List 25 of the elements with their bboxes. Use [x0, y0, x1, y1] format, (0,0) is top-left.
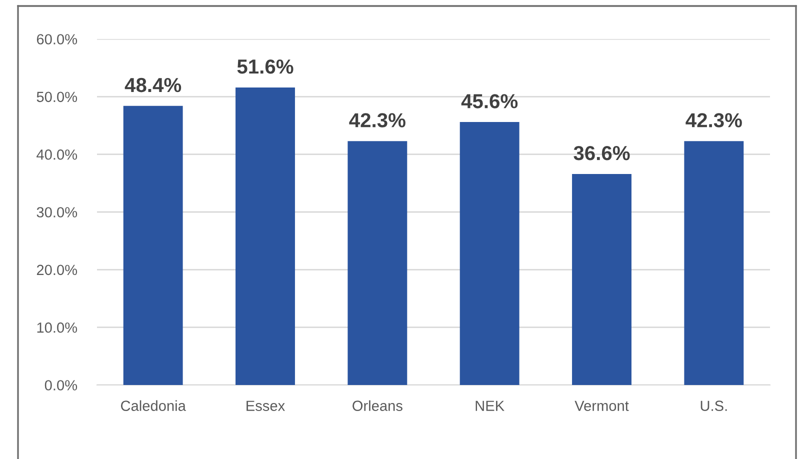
data-label: 42.3% [686, 113, 742, 128]
x-tick-label: U.S. [700, 400, 727, 411]
bar [236, 87, 295, 385]
y-tick-label: 60.0% [36, 34, 78, 44]
bar [460, 122, 520, 385]
y-tick-label: 0.0% [44, 380, 78, 390]
data-label: 48.4% [124, 78, 182, 92]
data-label: 42.3% [349, 113, 406, 128]
bar [572, 174, 632, 385]
y-tick-label: 20.0% [36, 264, 78, 276]
y-tick-label: 40.0% [36, 149, 78, 160]
y-tick-label: 10.0% [37, 322, 78, 333]
x-tick-label: Orleans [352, 400, 402, 411]
x-tick-label: NEK [476, 400, 504, 411]
bar [123, 106, 183, 385]
data-label: 36.6% [574, 146, 630, 160]
x-tick-label: Caledonia [120, 400, 186, 411]
data-label: 45.6% [461, 94, 518, 108]
x-tick-label: Essex [246, 400, 285, 411]
y-tick-label: 30.0% [36, 207, 78, 218]
bar [348, 141, 408, 385]
y-tick-label: 50.0% [36, 92, 78, 102]
x-tick-label: Vermont [574, 400, 629, 411]
bar [684, 141, 744, 385]
data-label: 51.6% [237, 59, 294, 74]
